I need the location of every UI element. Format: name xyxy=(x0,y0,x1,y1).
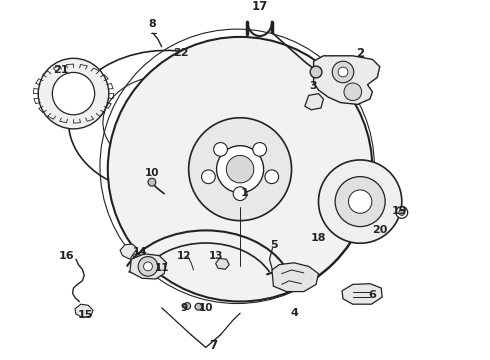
Text: 1: 1 xyxy=(241,188,249,198)
Circle shape xyxy=(217,146,264,193)
Circle shape xyxy=(138,257,158,276)
Polygon shape xyxy=(314,56,380,104)
Polygon shape xyxy=(305,94,323,110)
Circle shape xyxy=(52,72,95,115)
Text: 5: 5 xyxy=(270,240,278,250)
Text: 21: 21 xyxy=(53,65,69,75)
Circle shape xyxy=(348,190,372,213)
Polygon shape xyxy=(130,254,167,279)
Circle shape xyxy=(226,156,254,183)
Text: 13: 13 xyxy=(208,251,223,261)
Circle shape xyxy=(38,58,109,129)
Polygon shape xyxy=(216,258,229,269)
Text: 6: 6 xyxy=(368,290,376,300)
Text: 19: 19 xyxy=(392,206,407,216)
Text: 3: 3 xyxy=(310,81,318,91)
Circle shape xyxy=(148,178,156,186)
Text: 4: 4 xyxy=(290,308,298,318)
Circle shape xyxy=(253,143,267,156)
Text: 8: 8 xyxy=(148,19,156,30)
Circle shape xyxy=(310,66,322,78)
Circle shape xyxy=(195,303,202,310)
Circle shape xyxy=(318,160,402,243)
Circle shape xyxy=(214,143,227,156)
Polygon shape xyxy=(75,304,93,318)
Text: 2: 2 xyxy=(356,47,364,60)
Polygon shape xyxy=(322,176,397,233)
Polygon shape xyxy=(342,284,382,304)
Text: 7: 7 xyxy=(209,339,217,352)
Circle shape xyxy=(338,67,348,77)
Circle shape xyxy=(144,262,152,271)
Text: 9: 9 xyxy=(180,303,187,313)
Circle shape xyxy=(335,177,385,226)
Circle shape xyxy=(108,37,372,302)
Text: 22: 22 xyxy=(173,48,189,58)
Circle shape xyxy=(396,207,408,218)
Text: 16: 16 xyxy=(58,251,74,261)
Text: 18: 18 xyxy=(311,233,326,243)
Circle shape xyxy=(184,302,191,310)
Text: 15: 15 xyxy=(78,310,94,320)
Circle shape xyxy=(201,170,215,184)
Text: 11: 11 xyxy=(154,263,169,273)
Text: 10: 10 xyxy=(198,303,213,313)
Text: 17: 17 xyxy=(251,0,268,13)
Circle shape xyxy=(189,118,292,221)
Circle shape xyxy=(265,170,279,184)
Text: 20: 20 xyxy=(372,225,388,235)
Polygon shape xyxy=(120,244,137,259)
Text: 14: 14 xyxy=(132,247,147,257)
Text: 10: 10 xyxy=(145,168,159,178)
Text: 12: 12 xyxy=(176,251,191,261)
Circle shape xyxy=(344,83,362,100)
Circle shape xyxy=(399,210,405,215)
Polygon shape xyxy=(272,263,319,292)
Circle shape xyxy=(332,61,354,83)
Circle shape xyxy=(233,187,247,201)
